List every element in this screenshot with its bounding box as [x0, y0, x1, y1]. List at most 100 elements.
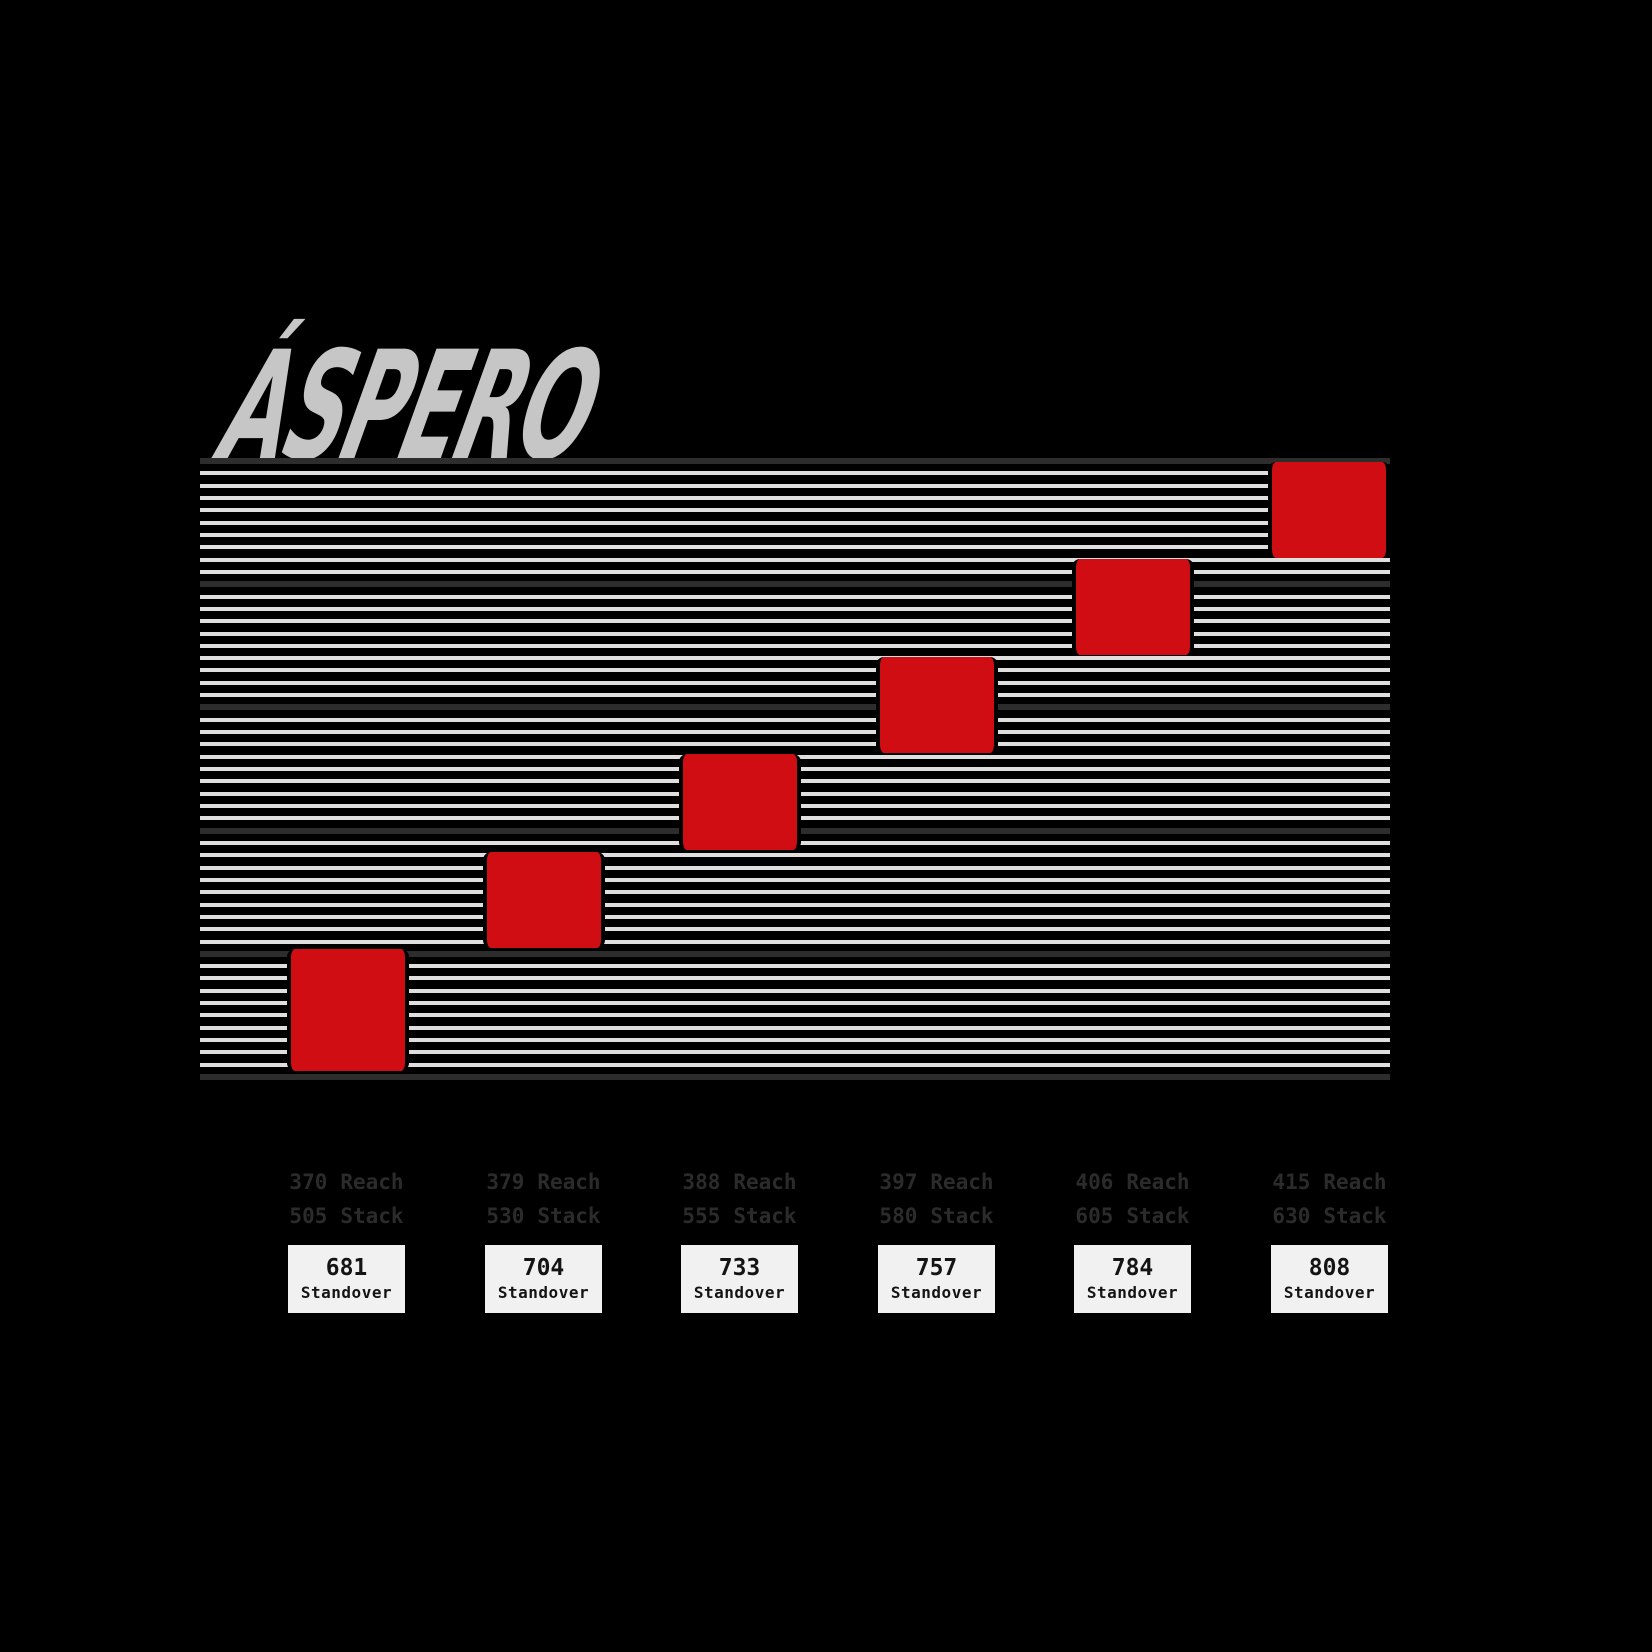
stack-row: 605 Stack [1075, 1206, 1189, 1227]
standover-label: Standover [693, 1283, 786, 1302]
standover-box: 704 Standover [485, 1245, 602, 1313]
stripe-line-dark [200, 1074, 1390, 1080]
size-column: 370 Reach 505 Stack 681 Standover [288, 1172, 405, 1313]
reach-value: 388 [682, 1170, 721, 1194]
stripe-line-light [200, 1062, 1390, 1067]
stack-label: Stack [537, 1204, 601, 1228]
stripe-line-light [200, 902, 1390, 907]
reach-label: Reach [1126, 1170, 1190, 1194]
standover-value: 757 [915, 1255, 958, 1281]
stripe-line-dark [200, 950, 1390, 957]
standover-value: 733 [718, 1255, 761, 1281]
stripe-line-light [200, 730, 1390, 734]
stack-label: Stack [340, 1204, 404, 1228]
reach-label: Reach [930, 1170, 994, 1194]
stripe-line-light [200, 877, 1390, 882]
stripe-line-light [200, 1013, 1390, 1018]
stripe-line-light [200, 471, 1390, 476]
stripe-line-light [200, 1050, 1390, 1055]
stack-value: 580 [879, 1204, 918, 1228]
stripe-line-light [200, 532, 1390, 537]
stripe-line-light [200, 927, 1390, 932]
reach-label: Reach [1323, 1170, 1387, 1194]
size-marker [483, 852, 605, 948]
standover-box: 784 Standover [1074, 1245, 1191, 1313]
stripe-line-dark [200, 458, 1390, 464]
stripe-line-light [200, 939, 1390, 944]
stripe-line-light [200, 680, 1390, 685]
stack-row: 555 Stack [682, 1206, 796, 1227]
stack-label: Stack [930, 1204, 994, 1228]
stripe-line-light [200, 976, 1390, 981]
size-column: 388 Reach 555 Stack 733 Standover [681, 1172, 798, 1313]
standover-label: Standover [300, 1283, 393, 1302]
stack-row: 505 Stack [289, 1206, 403, 1227]
stripe-line-light [200, 717, 1390, 722]
stack-row: 630 Stack [1272, 1206, 1386, 1227]
size-marker [287, 949, 409, 1071]
reach-label: Reach [537, 1170, 601, 1194]
stripe-line-light [200, 693, 1390, 698]
stack-row: 530 Stack [486, 1206, 600, 1227]
standover-box: 757 Standover [878, 1245, 995, 1313]
reach-row: 397 Reach [879, 1172, 993, 1193]
size-marker [679, 754, 801, 850]
size-column: 406 Reach 605 Stack 784 Standover [1074, 1172, 1191, 1313]
stack-label: Stack [1323, 1204, 1387, 1228]
reach-row: 370 Reach [289, 1172, 403, 1193]
stripe-line-light [200, 668, 1390, 673]
stripe-line-light [200, 569, 1390, 574]
size-column: 397 Reach 580 Stack 757 Standover [878, 1172, 995, 1313]
stack-value: 505 [289, 1204, 328, 1228]
stripe-line-light [200, 656, 1390, 661]
reach-value: 415 [1272, 1170, 1311, 1194]
stripe-line-light [200, 508, 1390, 513]
reach-label: Reach [340, 1170, 404, 1194]
standover-label: Standover [1283, 1283, 1376, 1302]
stripe-line-light [200, 619, 1390, 624]
standover-value: 704 [522, 1255, 565, 1281]
stripe-line-light [200, 914, 1390, 919]
reach-value: 370 [289, 1170, 328, 1194]
stripe-line-light [200, 1038, 1390, 1042]
reach-value: 397 [879, 1170, 918, 1194]
stack-row: 580 Stack [879, 1206, 993, 1227]
size-column: 379 Reach 530 Stack 704 Standover [485, 1172, 602, 1313]
standover-value: 681 [325, 1255, 368, 1281]
size-marker [876, 657, 998, 753]
stripe-line-light [200, 1001, 1390, 1006]
stripe-line-light [200, 631, 1390, 636]
stripe-line-light [200, 606, 1390, 611]
stack-value: 630 [1272, 1204, 1311, 1228]
standover-value: 784 [1111, 1255, 1154, 1281]
stripe-line-dark [200, 581, 1390, 588]
reach-value: 379 [486, 1170, 525, 1194]
reach-row: 406 Reach [1075, 1172, 1189, 1193]
stripe-line-light [200, 594, 1390, 599]
stripe-line-light [200, 643, 1390, 648]
standover-label: Standover [1086, 1283, 1179, 1302]
reach-row: 415 Reach [1272, 1172, 1386, 1193]
stack-label: Stack [733, 1204, 797, 1228]
stripe-line-light [200, 483, 1390, 488]
stack-label: Stack [1126, 1204, 1190, 1228]
stripe-line-light [200, 853, 1390, 858]
standover-box: 681 Standover [288, 1245, 405, 1313]
reach-value: 406 [1075, 1170, 1114, 1194]
stripe-line-light [200, 520, 1390, 525]
standover-label: Standover [890, 1283, 983, 1302]
standover-value: 808 [1308, 1255, 1351, 1281]
stripe-line-light [200, 545, 1390, 550]
stack-value: 605 [1075, 1204, 1114, 1228]
stripe-line-light [200, 557, 1390, 562]
stripe-line-light [200, 742, 1390, 747]
stripe-line-light [200, 1025, 1390, 1030]
size-marker [1268, 462, 1390, 558]
stripe-line-dark [200, 704, 1390, 711]
size-marker [1072, 559, 1194, 655]
stripe-line-light [200, 865, 1390, 870]
size-column: 415 Reach 630 Stack 808 Standover [1271, 1172, 1388, 1313]
reach-label: Reach [733, 1170, 797, 1194]
